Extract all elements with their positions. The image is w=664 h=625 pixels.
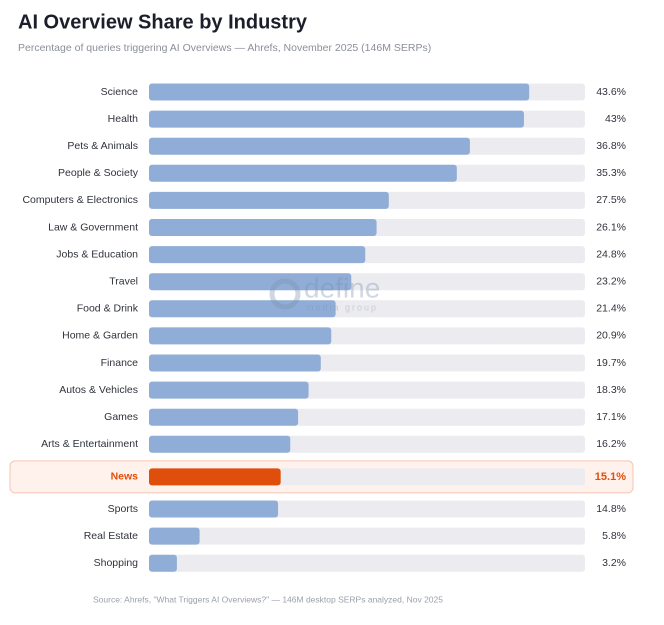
value-label: 21.4% [596,303,626,315]
category-label: Travel [109,275,138,287]
bar [149,300,336,318]
bar [149,246,366,264]
chart-subtitle: Percentage of queries triggering AI Over… [18,42,431,54]
bar [149,381,309,399]
value-label: 24.8% [596,248,626,260]
bar [149,408,299,426]
bar-track [149,554,585,572]
bar [149,354,321,372]
category-label: Finance [101,357,139,369]
bar [149,164,457,182]
value-label: 15.1% [595,471,626,483]
bar [149,468,281,486]
category-label: Real Estate [84,530,138,542]
value-label: 35.3% [596,167,626,179]
bar [149,527,200,545]
value-label: 27.5% [596,194,626,206]
value-label: 43.6% [596,86,626,98]
category-label: Health [108,113,139,125]
value-label: 19.7% [596,357,626,369]
category-label: News [111,471,139,483]
bar [149,219,377,236]
bar [149,327,332,345]
bar [149,110,524,128]
value-label: 3.2% [602,557,626,569]
category-label: Games [104,411,138,423]
bar [149,500,279,518]
source-note: Source: Ahrefs, "What Triggers AI Overvi… [93,594,443,604]
watermark: define media group [269,272,380,312]
bar [149,83,530,101]
value-label: 23.2% [596,275,626,287]
bar [149,137,470,155]
category-label: Pets & Animals [67,140,138,152]
value-label: 26.1% [596,221,626,233]
category-label: Autos & Vehicles [59,384,138,396]
value-label: 14.8% [596,503,626,515]
chart-title: AI Overview Share by Industry [18,11,308,33]
value-label: 18.3% [596,384,626,396]
category-label: Jobs & Education [56,248,138,260]
bar [149,554,177,572]
value-label: 17.1% [596,411,626,423]
bar-track [149,527,585,545]
category-label: People & Society [58,167,139,179]
bar [149,435,291,453]
watermark-logo [269,278,301,310]
category-label: Food & Drink [77,303,139,315]
category-label: Home & Garden [62,330,138,342]
category-label: Shopping [94,557,139,569]
watermark-name: define [304,272,380,303]
value-label: 43% [605,113,626,125]
value-label: 36.8% [596,140,626,152]
bar [149,273,352,291]
category-label: Law & Government [48,221,138,233]
category-label: Arts & Entertainment [41,438,138,450]
bar [149,191,389,209]
category-label: Computers & Electronics [22,194,138,206]
value-label: 5.8% [602,530,626,542]
value-label: 20.9% [596,330,626,342]
value-label: 16.2% [596,438,626,450]
watermark-tagline: media group [306,302,378,312]
category-label: Sports [108,503,138,515]
category-label: Science [101,86,139,98]
